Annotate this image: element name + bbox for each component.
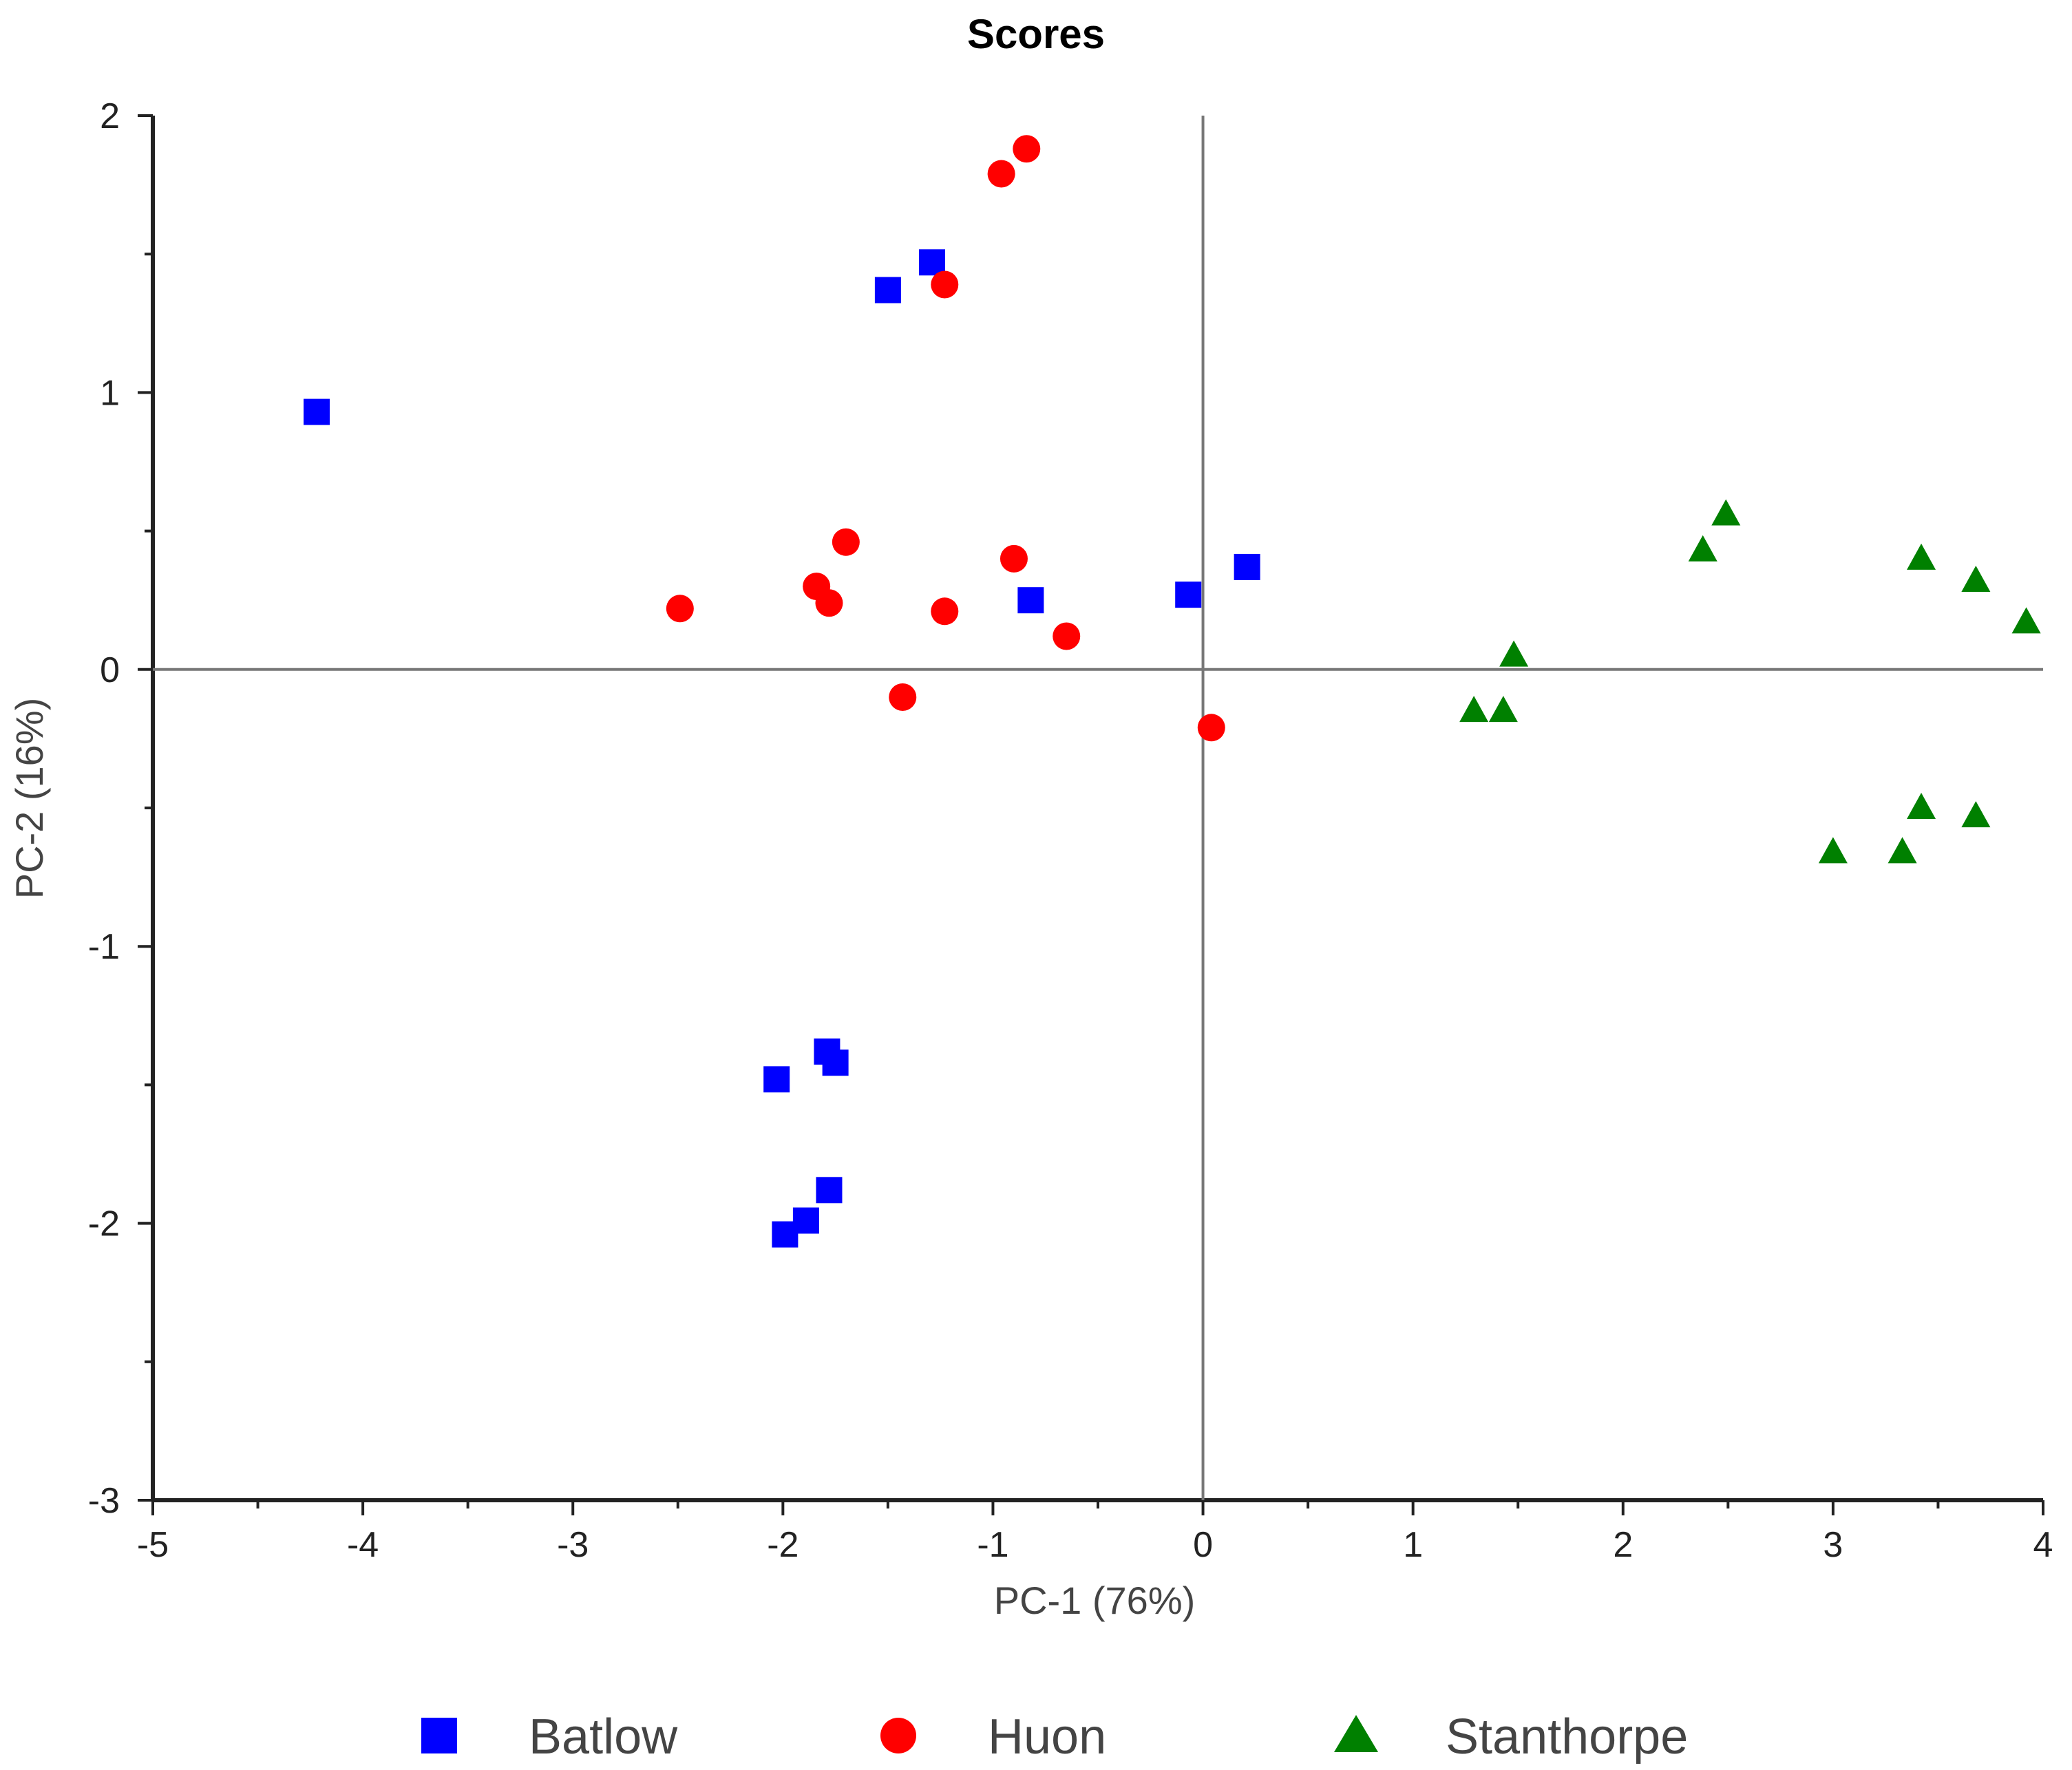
batlow-point — [1234, 553, 1260, 580]
legend-square-icon — [421, 1718, 457, 1753]
x-tick-label: 1 — [1403, 1525, 1423, 1565]
y-tick-label: 0 — [100, 650, 120, 690]
batlow-point — [816, 1177, 843, 1204]
batlow-point — [772, 1221, 799, 1248]
legend-item-huon: Huon — [880, 1709, 1106, 1764]
x-axis-label: PC-1 (76%) — [994, 1579, 1196, 1622]
legend-label: Huon — [988, 1709, 1106, 1764]
huon-point — [1000, 544, 1028, 573]
legend-item-batlow: Batlow — [421, 1709, 678, 1764]
y-axis-label: PC-2 (16%) — [8, 698, 51, 899]
x-tick-label: -2 — [767, 1525, 799, 1565]
stanthorpe-point — [1907, 543, 1936, 570]
y-tick-label: 1 — [100, 373, 120, 413]
huon-point — [1197, 714, 1225, 742]
series-stanthorpe — [1459, 499, 2041, 864]
stanthorpe-point — [1818, 837, 1848, 864]
chart-title: Scores — [967, 11, 1105, 57]
stanthorpe-point — [1688, 535, 1717, 562]
stanthorpe-point — [1711, 499, 1741, 526]
batlow-point — [918, 249, 945, 276]
huon-point — [1053, 622, 1081, 650]
y-tick-label: -3 — [88, 1481, 120, 1521]
x-tick-label: 4 — [2033, 1525, 2053, 1565]
huon-point — [931, 597, 959, 626]
stanthorpe-point — [1961, 801, 1991, 828]
legend-circle-icon — [880, 1718, 916, 1753]
y-tick-label: -2 — [88, 1204, 120, 1244]
huon-point — [987, 160, 1015, 188]
series-batlow — [303, 249, 1260, 1248]
batlow-point — [822, 1049, 849, 1076]
huon-point — [931, 270, 959, 299]
x-tick-label: 3 — [1823, 1525, 1843, 1565]
batlow-point — [763, 1066, 790, 1093]
stanthorpe-point — [1888, 837, 1917, 864]
batlow-point — [1175, 582, 1202, 608]
legend: Batlow Huon Stanthorpe — [421, 1709, 1688, 1764]
y-tick-label: -1 — [88, 927, 120, 967]
stanthorpe-point — [1459, 696, 1489, 723]
batlow-point — [874, 277, 901, 303]
x-tick-label: -1 — [977, 1525, 1008, 1565]
plot-area: -5 -4 -3 -2 -1 0 1 2 3 4 -3 -2 -1 0 1 2 — [88, 96, 2053, 1565]
huon-point — [832, 528, 860, 556]
stanthorpe-point — [1907, 793, 1936, 819]
huon-point — [815, 589, 843, 617]
huon-point — [666, 595, 694, 623]
stanthorpe-point — [1488, 696, 1518, 723]
x-tick-label: -3 — [557, 1525, 589, 1565]
stanthorpe-point — [1961, 566, 1991, 593]
x-tick-label: -4 — [347, 1525, 379, 1565]
huon-point — [889, 683, 917, 712]
x-tick-label: 2 — [1613, 1525, 1633, 1565]
batlow-point — [1017, 587, 1044, 614]
stanthorpe-point — [2011, 607, 2041, 634]
legend-label: Stanthorpe — [1446, 1709, 1688, 1764]
legend-label: Batlow — [529, 1709, 678, 1764]
x-tick-label: 0 — [1193, 1525, 1213, 1565]
x-tick-label: -5 — [137, 1525, 169, 1565]
batlow-point — [303, 398, 330, 425]
huon-point — [1013, 135, 1041, 163]
legend-triangle-icon — [1334, 1715, 1378, 1752]
stanthorpe-point — [1499, 640, 1529, 667]
legend-item-stanthorpe: Stanthorpe — [1334, 1709, 1688, 1764]
series-huon — [666, 135, 1225, 742]
y-tick-label: 2 — [100, 96, 120, 136]
